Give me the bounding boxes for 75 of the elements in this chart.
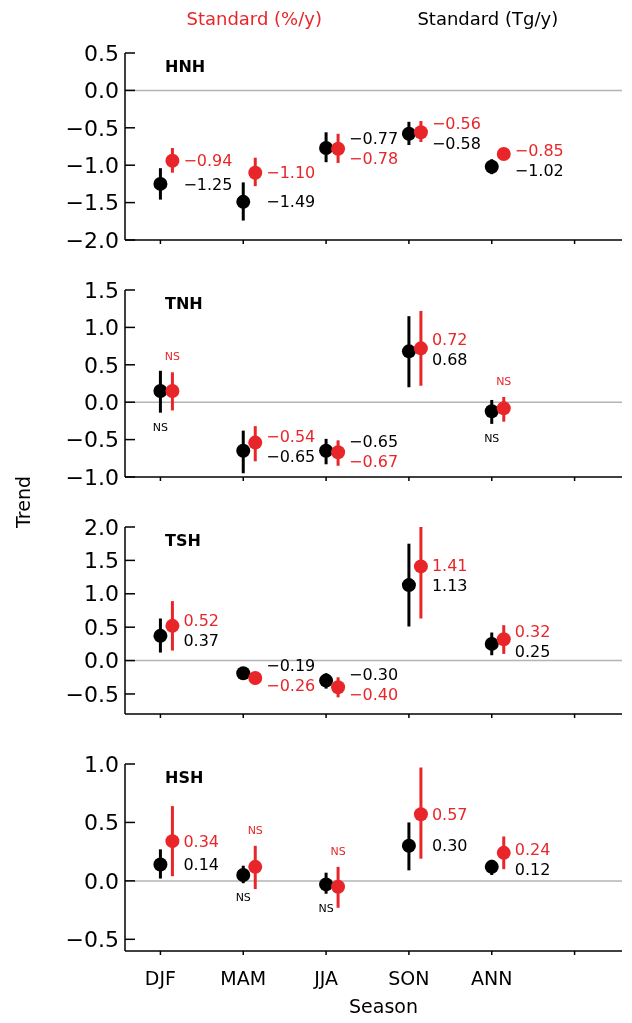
y-tick-label: −1.5 bbox=[65, 190, 119, 216]
data-label: 0.14 bbox=[183, 855, 220, 875]
chart-title: HSH bbox=[165, 768, 204, 787]
data-label: 0.57 bbox=[431, 804, 468, 824]
x-tick-label: SON bbox=[388, 967, 430, 989]
y-tick-label: 0.5 bbox=[84, 810, 119, 836]
data-label: −0.85 bbox=[514, 140, 564, 160]
data-label: −0.65 bbox=[266, 447, 316, 467]
y-tick-label: 1.5 bbox=[84, 277, 119, 303]
data-label: 0.25 bbox=[514, 642, 551, 662]
y-tick-label: 0.0 bbox=[84, 389, 119, 415]
y-tick-label: −2.0 bbox=[65, 227, 119, 253]
chart-title: HNH bbox=[165, 57, 206, 76]
data-label: −0.67 bbox=[349, 452, 399, 472]
x-tick-label: ANN bbox=[471, 967, 513, 989]
y-tick-label: −0.5 bbox=[65, 115, 119, 141]
y-tick-label: −0.5 bbox=[65, 927, 119, 953]
x-tick-label: MAM bbox=[220, 967, 267, 989]
data-label: −0.19 bbox=[266, 656, 316, 676]
data-label: −0.58 bbox=[431, 133, 481, 153]
data-label: NS bbox=[318, 901, 334, 915]
data-label: NS bbox=[330, 844, 346, 858]
data-label: −0.54 bbox=[266, 427, 316, 447]
y-tick-label: 0.5 bbox=[84, 614, 119, 640]
y-tick-label: −0.5 bbox=[65, 427, 119, 453]
chart-title: TNH bbox=[165, 294, 203, 313]
data-label: 0.72 bbox=[431, 330, 468, 350]
data-label: 0.68 bbox=[431, 350, 468, 370]
x-tick-label: DJF bbox=[144, 967, 176, 989]
data-label: −0.56 bbox=[431, 113, 481, 133]
y-tick-label: 0.0 bbox=[84, 648, 119, 674]
data-label: −0.26 bbox=[266, 676, 316, 696]
data-label: NS bbox=[235, 891, 251, 905]
x-tick-label: JJA bbox=[313, 967, 339, 989]
text: Standard (%/y) bbox=[186, 8, 322, 29]
data-label: −1.02 bbox=[514, 160, 564, 180]
x-axis-title: Season bbox=[349, 995, 418, 1017]
data-label: 0.12 bbox=[514, 860, 551, 880]
data-label: −0.30 bbox=[349, 664, 399, 684]
data-label: NS bbox=[152, 420, 169, 434]
data-label: −0.78 bbox=[349, 148, 399, 168]
y-tick-label: −0.5 bbox=[65, 681, 119, 707]
y-axis-title: Trend bbox=[12, 476, 34, 529]
data-label: 1.13 bbox=[431, 576, 468, 596]
data-label: −0.94 bbox=[183, 151, 233, 171]
data-label: 0.30 bbox=[431, 836, 468, 856]
data-label: −0.77 bbox=[349, 128, 399, 148]
data-label: 0.34 bbox=[183, 831, 220, 851]
y-tick-label: 1.5 bbox=[84, 548, 119, 574]
y-tick-label: 0.5 bbox=[84, 40, 119, 66]
data-label: 0.52 bbox=[183, 611, 220, 631]
data-label: −1.49 bbox=[266, 192, 316, 212]
y-tick-label: 1.0 bbox=[84, 315, 119, 341]
y-tick-label: −1.0 bbox=[65, 152, 119, 178]
data-label: 0.37 bbox=[183, 631, 220, 651]
y-tick-label: 0.0 bbox=[84, 868, 119, 894]
y-tick-label: 1.0 bbox=[84, 581, 119, 607]
y-tick-label: 0.5 bbox=[84, 352, 119, 378]
y-tick-label: 0.0 bbox=[84, 78, 119, 104]
data-label: −0.65 bbox=[349, 432, 399, 452]
data-label: NS bbox=[164, 350, 181, 364]
data-label: NS bbox=[496, 374, 512, 388]
data-label: 0.24 bbox=[514, 840, 551, 860]
text: Standard (Tg/y) bbox=[417, 8, 559, 29]
data-label: −0.40 bbox=[349, 684, 399, 704]
data-label: 0.32 bbox=[514, 622, 551, 642]
data-label: NS bbox=[247, 823, 263, 837]
y-tick-label: 2.0 bbox=[84, 514, 119, 540]
data-label: NS bbox=[484, 431, 500, 445]
data-label: −1.25 bbox=[183, 174, 233, 194]
data-label: 1.41 bbox=[431, 556, 468, 576]
chart-title: TSH bbox=[165, 531, 201, 550]
data-label: −1.10 bbox=[266, 163, 316, 183]
y-tick-label: −1.0 bbox=[65, 464, 119, 490]
y-tick-label: 1.0 bbox=[84, 751, 119, 777]
